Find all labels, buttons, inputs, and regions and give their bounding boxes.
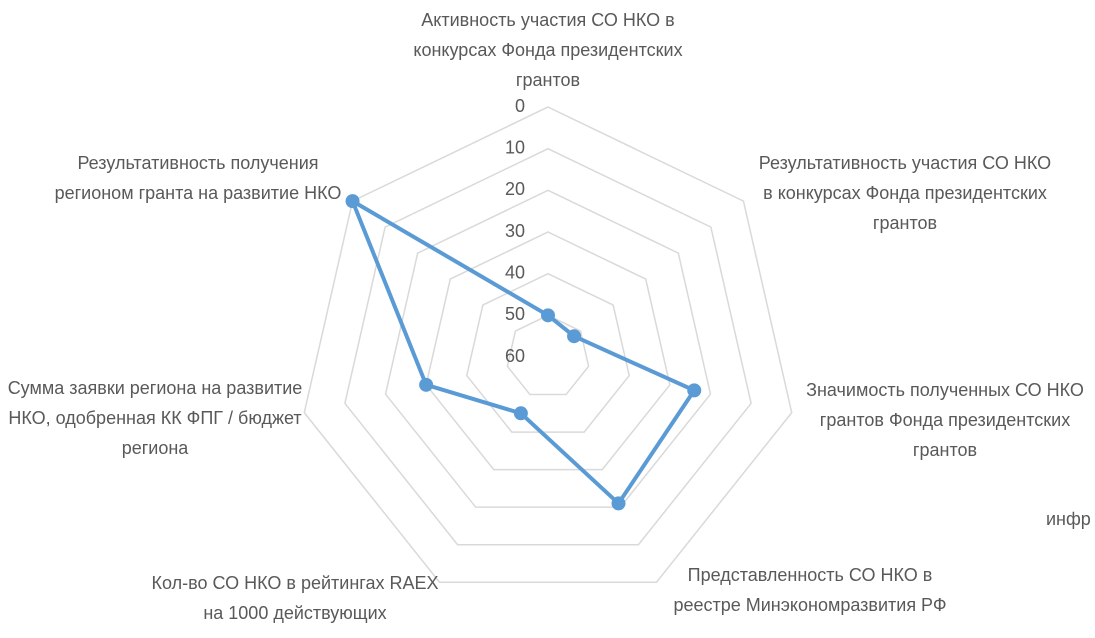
axis-label: Значимость полученных СО НКО грантов Фон… — [806, 380, 1084, 460]
tick-label: 60 — [505, 346, 525, 366]
grid-ring — [425, 231, 671, 471]
tick-label: 20 — [505, 179, 525, 199]
series-line — [350, 199, 697, 506]
grid-ring — [384, 189, 712, 508]
axis-label: Сумма заявки региона на развитие НКО, од… — [7, 378, 303, 458]
marker — [611, 496, 626, 511]
grid-ring — [506, 314, 590, 396]
marker — [541, 308, 555, 323]
axis-label: Результативность участия СО НКО в конкур… — [758, 153, 1052, 233]
annotation: инфр — [1046, 509, 1091, 529]
marker — [345, 194, 360, 209]
axis-label: Активность участия СО НКО в конкурсах Фо… — [413, 10, 683, 90]
grid-ring — [344, 147, 752, 546]
tick-label: 50 — [505, 304, 525, 324]
tick-label: 40 — [505, 262, 525, 282]
axis-label: Результативность получения регионом гран… — [54, 153, 342, 203]
tick-label: 30 — [505, 221, 525, 241]
tick-label: 0 — [515, 96, 525, 116]
axis-label: Кол-во СО НКО в рейтингах RAEX на 1000 д… — [151, 573, 439, 623]
grid-ring — [303, 106, 793, 583]
marker — [567, 329, 582, 344]
marker — [513, 406, 528, 421]
grid-ring — [465, 272, 631, 433]
marker — [687, 383, 702, 398]
tick-label: 10 — [505, 137, 525, 157]
marker — [419, 377, 434, 392]
axis-label: Представленность СО НКО в реестре Минэко… — [673, 565, 947, 615]
